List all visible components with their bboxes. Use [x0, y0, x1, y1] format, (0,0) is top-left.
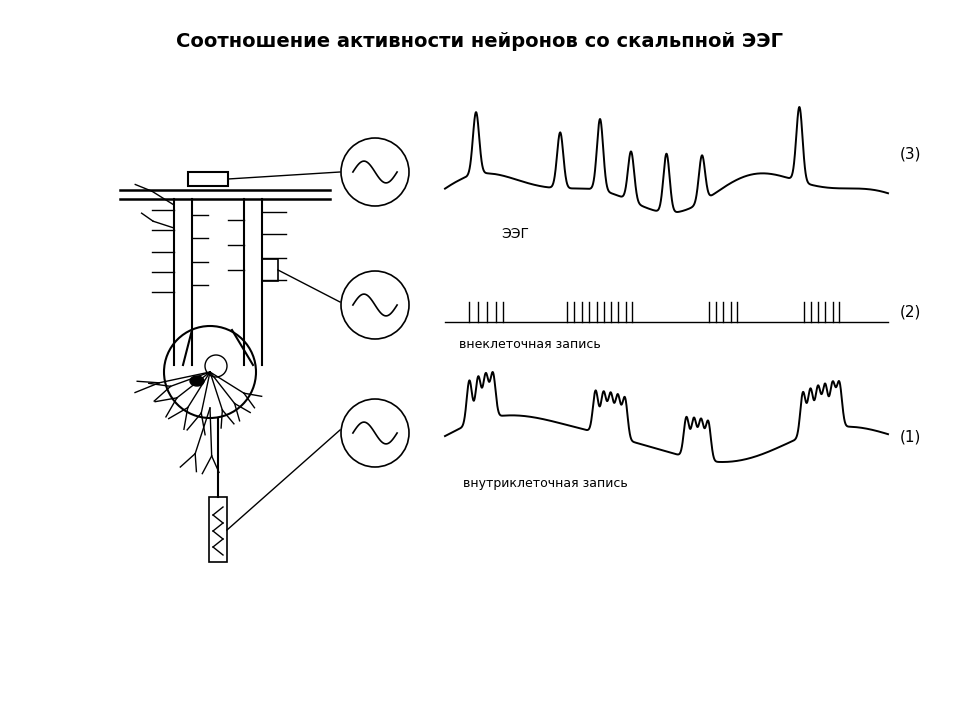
Text: (3): (3) [900, 147, 922, 162]
Bar [262, 259, 278, 281]
Ellipse shape [190, 376, 204, 386]
Text: ЭЭГ: ЭЭГ [501, 227, 529, 241]
Text: внеклеточная запись: внеклеточная запись [459, 338, 601, 351]
Text: (1): (1) [900, 429, 922, 444]
Text: внутриклеточная запись: внутриклеточная запись [463, 477, 628, 490]
Text: Соотношение активности нейронов со скальпной ЭЭГ: Соотношение активности нейронов со скаль… [177, 32, 783, 51]
Bar [188, 172, 228, 186]
Bar [209, 497, 227, 562]
Text: (2): (2) [900, 305, 922, 320]
